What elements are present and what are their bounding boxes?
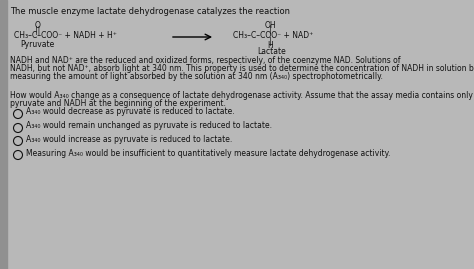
Text: How would A₃₄₀ change as a consequence of lactate dehydrogenase activity. Assume: How would A₃₄₀ change as a consequence o… xyxy=(10,91,473,100)
Text: O: O xyxy=(35,21,41,30)
Text: pyruvate and NADH at the beginning of the experiment.: pyruvate and NADH at the beginning of th… xyxy=(10,99,226,108)
Text: |: | xyxy=(269,37,271,46)
Text: Lactate: Lactate xyxy=(257,47,286,56)
Text: CH₃–C–COO⁻ + NADH + H⁺: CH₃–C–COO⁻ + NADH + H⁺ xyxy=(14,31,117,40)
Text: OH: OH xyxy=(264,21,276,30)
Text: A₃₄₀ would increase as pyruvate is reduced to lactate.: A₃₄₀ would increase as pyruvate is reduc… xyxy=(26,134,232,143)
Text: measuring the amount of light absorbed by the solution at 340 nm (A₃₄₀) spectrop: measuring the amount of light absorbed b… xyxy=(10,72,383,81)
Text: Pyruvate: Pyruvate xyxy=(20,40,54,49)
Text: NADH, but not NAD⁺, absorb light at 340 nm. This property is used to determine t: NADH, but not NAD⁺, absorb light at 340 … xyxy=(10,64,474,73)
Text: ||: || xyxy=(36,26,41,35)
Text: A₃₄₀ would remain unchanged as pyruvate is reduced to lactate.: A₃₄₀ would remain unchanged as pyruvate … xyxy=(26,122,272,130)
Text: The muscle enzyme lactate dehydrogenase catalyzes the reaction: The muscle enzyme lactate dehydrogenase … xyxy=(10,7,290,16)
Bar xyxy=(0,0,7,269)
Text: NADH and NAD⁺ are the reduced and oxidized forms, respectively, of the coenzyme : NADH and NAD⁺ are the reduced and oxidiz… xyxy=(10,56,401,65)
Text: |: | xyxy=(269,26,271,34)
Text: CH₃–C–COO⁻ + NAD⁺: CH₃–C–COO⁻ + NAD⁺ xyxy=(233,31,313,40)
Text: Measuring A₃₄₀ would be insufficient to quantitatively measure lactate dehydroge: Measuring A₃₄₀ would be insufficient to … xyxy=(26,148,391,158)
Text: A₃₄₀ would decrease as pyruvate is reduced to lactate.: A₃₄₀ would decrease as pyruvate is reduc… xyxy=(26,108,235,116)
Text: H: H xyxy=(267,41,273,50)
